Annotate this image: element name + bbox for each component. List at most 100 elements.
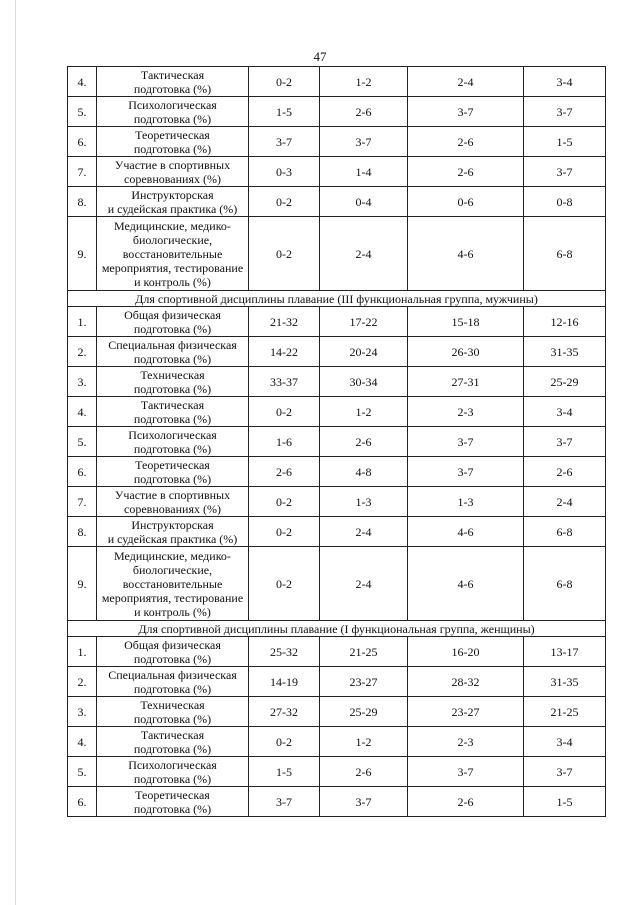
- table-row: 9. Медицинские, медико-биологические, восс…: [67, 546, 606, 621]
- value-cell: 17-22: [319, 306, 408, 337]
- row-label-line: и контроль (%): [134, 604, 211, 619]
- value-cell: 23-27: [407, 696, 524, 727]
- value-cell: 26-30: [407, 336, 524, 367]
- section-title: Для спортивной дисциплины плавание (III …: [67, 290, 606, 307]
- value-cell: 3-7: [319, 126, 408, 157]
- table-row: 3. Техническая подготовка (%) 27-32 25-29 23-…: [67, 696, 606, 727]
- table-row: 6. Теоретическая подготовка (%) 3-7 3-7 2-6 1-…: [67, 126, 606, 157]
- value-cell: 1-4: [319, 156, 408, 187]
- row-label-line: Тактическая: [140, 727, 205, 742]
- table-row: 4. Тактическая подготовка (%) 0-2 1-2 2-3 3-4: [67, 726, 606, 757]
- value-cell: 15-18: [407, 306, 524, 337]
- table-row: 8. Инструкторская и судейская практика (%)…: [67, 516, 606, 547]
- table-row: 5. Психологическая подготовка (%) 1-6 2-6 3-7…: [67, 426, 606, 457]
- value-cell: 0-8: [523, 186, 606, 217]
- value-cell: 1-2: [319, 396, 408, 427]
- row-label: Теоретическая подготовка (%): [96, 786, 249, 817]
- row-number: 4.: [67, 396, 97, 427]
- table-row: 2. Специальная физическая подготовка (%) 14…: [67, 666, 606, 697]
- row-label: Участие в спортивных соревнованиях (%): [96, 486, 249, 517]
- table-row: 5. Психологическая подготовка (%) 1-5 2-6 3-7…: [67, 96, 606, 127]
- row-label: Техническая подготовка (%): [96, 366, 249, 397]
- value-cell: 3-7: [523, 96, 606, 127]
- value-cell: 2-4: [319, 546, 408, 621]
- table-row: 7. Участие в спортивных соревнованиях (%) 0…: [67, 156, 606, 187]
- value-cell: 16-20: [407, 636, 524, 667]
- row-label-line: Теоретическая: [135, 457, 210, 472]
- row-label-line: подготовка (%): [133, 441, 212, 456]
- row-label-line: Техническая: [140, 367, 205, 382]
- row-label-line: подготовка (%): [133, 801, 212, 816]
- value-cell: 0-2: [248, 216, 320, 291]
- value-cell: 4-6: [407, 546, 524, 621]
- row-label-line: подготовка (%): [133, 141, 212, 156]
- section-title: Для спортивной дисциплины плавание (I фу…: [67, 620, 606, 637]
- row-label-line: Общая физическая: [124, 307, 221, 322]
- row-label-line: Инструкторская: [131, 517, 214, 532]
- row-number: 9.: [67, 216, 97, 291]
- row-label: Специальная физическая подготовка (%): [96, 666, 249, 697]
- row-label-line: подготовка (%): [133, 651, 212, 666]
- row-label-line: Психологическая: [128, 97, 217, 112]
- value-cell: 4-6: [407, 516, 524, 547]
- value-cell: 21-25: [319, 636, 408, 667]
- value-cell: 1-3: [407, 486, 524, 517]
- row-number: 4.: [67, 726, 97, 757]
- section-header-row: Для спортивной дисциплины плавание (I фу…: [67, 620, 606, 637]
- row-label-line: Инструкторская: [131, 187, 214, 202]
- value-cell: 3-4: [523, 726, 606, 757]
- row-label: Техническая подготовка (%): [96, 696, 249, 727]
- table-row: 1. Общая физическая подготовка (%) 21-32 17-…: [67, 306, 606, 337]
- scan-edge: [15, 0, 16, 905]
- row-number: 5.: [67, 756, 97, 787]
- value-cell: 6-8: [523, 546, 606, 621]
- value-cell: 6-8: [523, 216, 606, 291]
- row-label-line: Участие в спортивных: [114, 157, 231, 172]
- row-label: Участие в спортивных соревнованиях (%): [96, 156, 249, 187]
- row-label-line: Тактическая: [140, 397, 205, 412]
- table-row: 4. Тактическая подготовка (%) 0-2 1-2 2-4 3-4: [67, 66, 606, 97]
- value-cell: 31-35: [523, 336, 606, 367]
- value-cell: 3-7: [407, 456, 524, 487]
- value-cell: 23-27: [319, 666, 408, 697]
- row-number: 6.: [67, 786, 97, 817]
- row-label: Тактическая подготовка (%): [96, 396, 249, 427]
- value-cell: 3-7: [407, 96, 524, 127]
- row-label-line: и судейская практика (%): [107, 531, 238, 546]
- row-label: Психологическая подготовка (%): [96, 756, 249, 787]
- row-number: 1.: [67, 636, 97, 667]
- table-row: 2. Специальная физическая подготовка (%) 14…: [67, 336, 606, 367]
- table-row: 6. Теоретическая подготовка (%) 3-7 3-7 2-6 1-…: [67, 786, 606, 817]
- row-number: 8.: [67, 516, 97, 547]
- row-label-line: подготовка (%): [133, 351, 212, 366]
- row-label-line: Общая физическая: [124, 637, 221, 652]
- value-cell: 4-6: [407, 216, 524, 291]
- row-label-line: соревнованиях (%): [124, 171, 221, 186]
- value-cell: 21-25: [523, 696, 606, 727]
- value-cell: 3-4: [523, 66, 606, 97]
- row-number: 6.: [67, 456, 97, 487]
- value-cell: 3-7: [319, 786, 408, 817]
- row-label: Специальная физическая подготовка (%): [96, 336, 249, 367]
- row-label-line: Теоретическая: [135, 127, 210, 142]
- value-cell: 14-19: [248, 666, 320, 697]
- value-cell: 2-6: [523, 456, 606, 487]
- value-cell: 2-3: [407, 726, 524, 757]
- row-label-line: Медицинские, медико-: [114, 218, 231, 233]
- table-row: 3. Техническая подготовка (%) 33-37 30-34 27-…: [67, 366, 606, 397]
- value-cell: 1-6: [248, 426, 320, 457]
- value-cell: 3-7: [523, 756, 606, 787]
- row-label-line: подготовка (%): [133, 741, 212, 756]
- row-label-line: Теоретическая: [135, 787, 210, 802]
- row-label-line: и судейская практика (%): [107, 201, 238, 216]
- row-label-line: Медицинские, медико-: [114, 548, 231, 563]
- row-label-line: соревнованиях (%): [124, 501, 221, 516]
- row-label: Медицинские, медико-биологические, восста…: [96, 546, 249, 621]
- row-label-line: восстановительные: [122, 246, 223, 261]
- row-number: 3.: [67, 696, 97, 727]
- row-label: Теоретическая подготовка (%): [96, 456, 249, 487]
- row-label-line: подготовка (%): [133, 81, 212, 96]
- value-cell: 6-8: [523, 516, 606, 547]
- value-cell: 2-6: [407, 126, 524, 157]
- row-number: 6.: [67, 126, 97, 157]
